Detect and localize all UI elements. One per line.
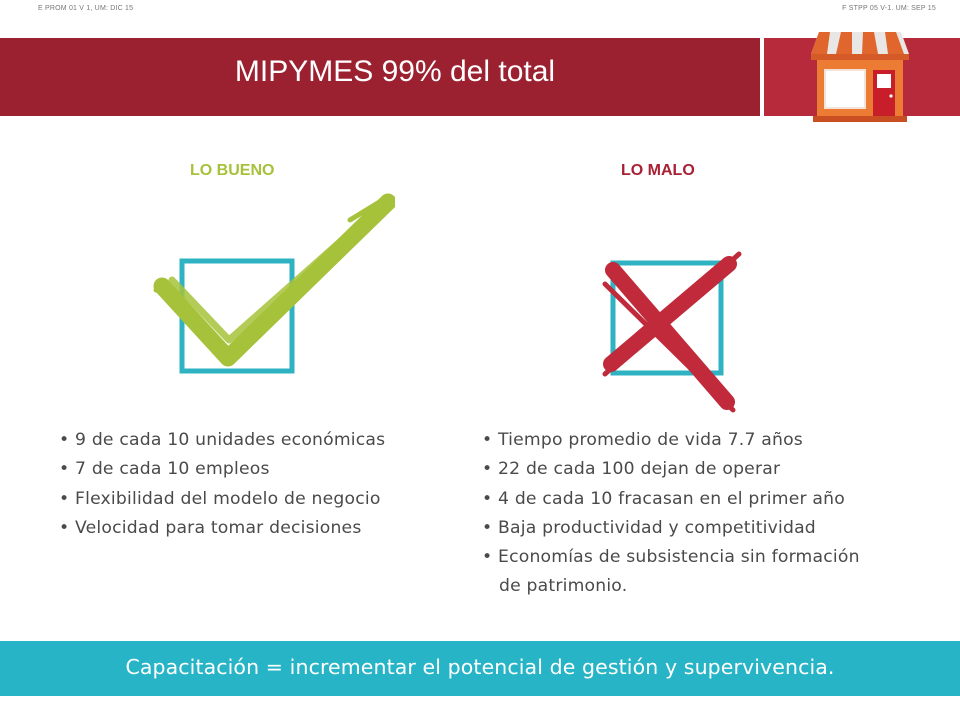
good-list: 9 de cada 10 unidades económicas 7 de ca…: [59, 426, 385, 543]
store-icon: [811, 32, 909, 122]
list-item: Tiempo promedio de vida 7.7 años: [482, 426, 860, 455]
banner-divider: [760, 38, 764, 116]
list-item: Velocidad para tomar decisiones: [59, 514, 385, 543]
title-banner: [0, 38, 760, 116]
list-item: 4 de cada 10 fracasan en el primer año: [482, 485, 860, 514]
list-item: Baja productividad y competitividad: [482, 514, 860, 543]
bad-heading: LO MALO: [621, 162, 695, 179]
list-item: Economías de subsistencia sin formación: [482, 543, 860, 572]
list-item: 7 de cada 10 empleos: [59, 455, 385, 484]
document-code-left: E PROM 01 V 1, UM: DIC 15: [38, 5, 134, 12]
page-title: MIPYMES 99% del total: [234, 55, 556, 88]
footer-bar: [0, 641, 960, 696]
good-heading: LO BUENO: [190, 162, 275, 179]
document-code-right: F STPP 05 V-1. UM: SEP 15: [842, 5, 936, 12]
checkmark-icon: [153, 193, 395, 374]
list-item: Flexibilidad del modelo de negocio: [59, 485, 385, 514]
x-mark-icon: [602, 251, 742, 413]
bad-list: Tiempo promedio de vida 7.7 años 22 de c…: [482, 426, 860, 602]
list-item-continuation: de patrimonio.: [499, 576, 628, 597]
list-item: 22 de cada 100 dejan de operar: [482, 455, 860, 484]
list-item: 9 de cada 10 unidades económicas: [59, 426, 385, 455]
footer-text: Capacitación = incrementar el potencial …: [125, 655, 835, 679]
